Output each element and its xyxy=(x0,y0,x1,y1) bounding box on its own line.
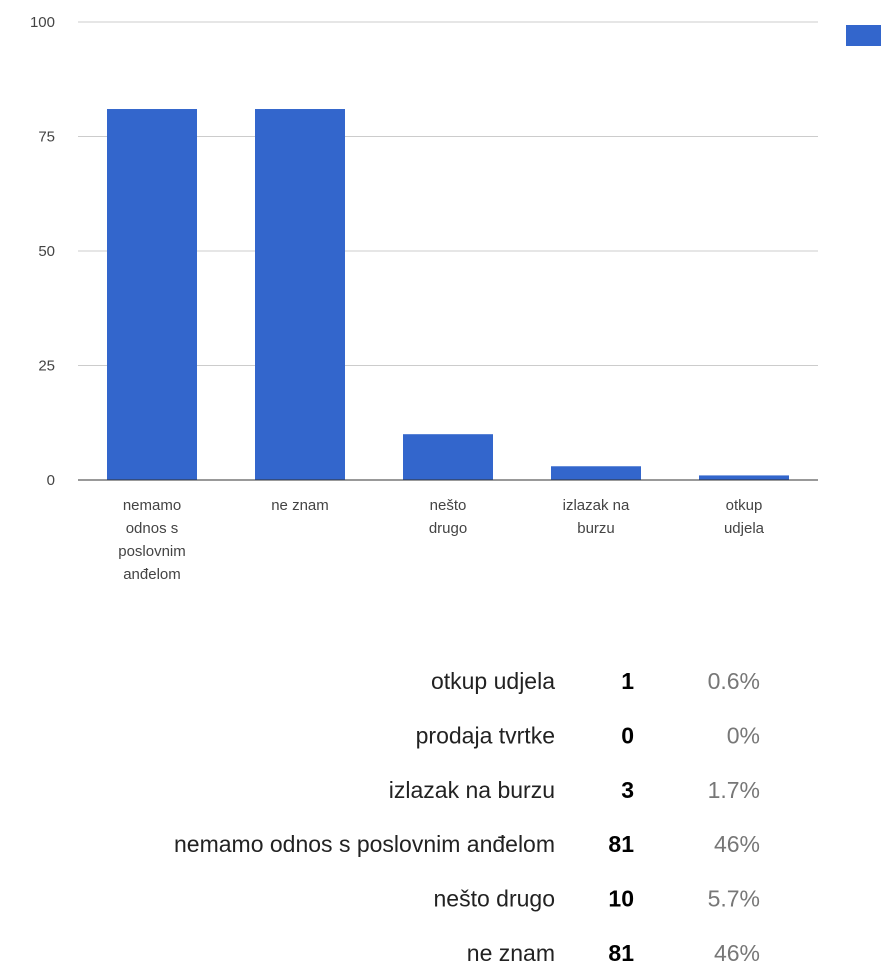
row-count: 10 xyxy=(608,886,634,912)
row-percent: 46% xyxy=(714,940,760,966)
x-tick-label: nemamo odnos s poslovnim anđelom xyxy=(118,497,186,583)
bar xyxy=(403,434,493,480)
y-tick-label: 50 xyxy=(38,243,55,260)
x-tick-label: ne znam xyxy=(271,497,329,514)
row-label: otkup udjela xyxy=(431,668,555,694)
row-percent: 1.7% xyxy=(708,777,760,803)
row-count: 1 xyxy=(621,668,634,694)
row-count: 81 xyxy=(608,940,634,966)
row-label: nešto drugo xyxy=(434,886,555,912)
x-tick-label: otkup udjela xyxy=(724,497,765,537)
row-percent: 0.6% xyxy=(708,668,760,694)
y-tick-label: 0 xyxy=(47,472,55,489)
row-label: prodaja tvrtke xyxy=(416,722,555,748)
x-tick-label: nešto drugo xyxy=(429,497,467,537)
bar xyxy=(699,475,789,480)
row-label: nemamo odnos s poslovnim anđelom xyxy=(174,831,555,857)
bar xyxy=(551,466,641,480)
row-label: izlazak na burzu xyxy=(389,777,555,803)
row-percent: 0% xyxy=(727,722,760,748)
row-count: 3 xyxy=(621,777,634,803)
bar xyxy=(255,109,345,481)
y-tick-label: 75 xyxy=(38,129,55,146)
row-percent: 5.7% xyxy=(708,886,760,912)
legend-swatch xyxy=(846,25,881,46)
y-tick-label: 25 xyxy=(38,358,55,375)
bar xyxy=(107,109,197,481)
row-percent: 46% xyxy=(714,831,760,857)
row-count: 0 xyxy=(621,722,634,748)
row-count: 81 xyxy=(608,831,634,857)
y-tick-label: 100 xyxy=(30,14,55,31)
row-label: ne znam xyxy=(467,940,555,966)
x-tick-label: izlazak na burzu xyxy=(563,497,630,537)
